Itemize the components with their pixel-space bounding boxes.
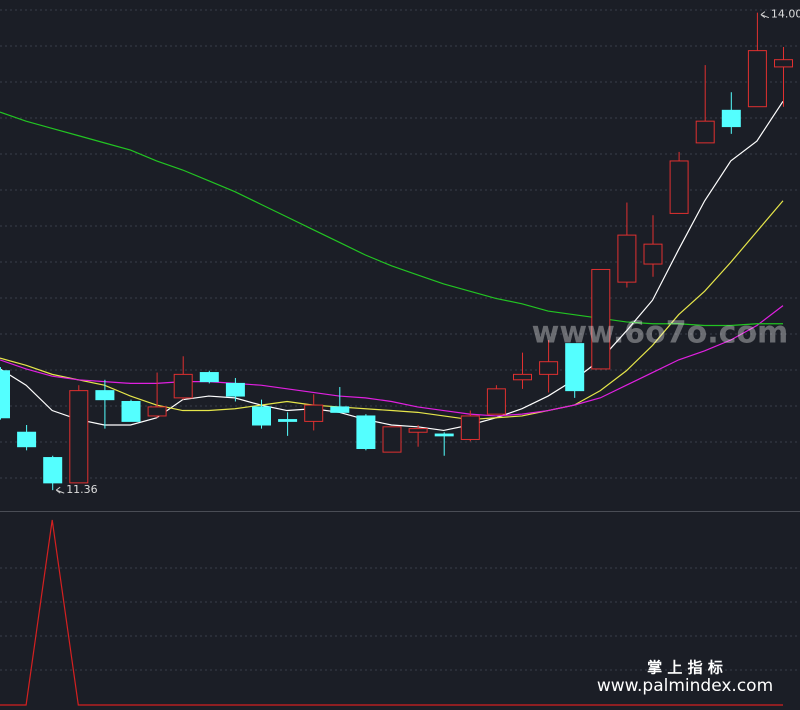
candle-body [486, 388, 506, 415]
candle-body [95, 390, 115, 401]
candle-body [643, 243, 663, 265]
candle-body [460, 415, 480, 440]
moving-average [0, 305, 784, 417]
candle-body [330, 406, 350, 413]
candle-body [43, 457, 63, 484]
candle-body [591, 268, 611, 370]
candle-body [721, 109, 741, 128]
indicator-line [0, 519, 783, 706]
candle-body [278, 419, 298, 422]
moving-average [0, 200, 784, 421]
candle-body [173, 373, 193, 399]
candle-body [356, 415, 376, 450]
candle-body [408, 428, 428, 433]
candle-body [565, 343, 585, 392]
annotation-arrow [760, 11, 770, 19]
plot: 14.00 11.36 [0, 8, 800, 706]
candle-body [774, 59, 793, 68]
candle-body [252, 406, 271, 426]
candle-body [539, 361, 559, 375]
candle-body [69, 390, 89, 484]
brand: 掌 上 指 标 [647, 659, 723, 677]
annotation-arrow [55, 486, 65, 494]
candle-body [225, 382, 245, 397]
candle-body [382, 426, 402, 453]
candle-body [513, 373, 532, 381]
candle-body [434, 433, 454, 437]
candle-body [747, 50, 767, 108]
price-label: 14.00 [771, 8, 800, 21]
candle-body [695, 120, 715, 144]
grid [0, 9, 800, 671]
candle-body [147, 406, 167, 417]
candle-body [669, 160, 689, 214]
candle-body [199, 372, 219, 383]
moving-average [0, 100, 784, 432]
price-label: 11.36 [66, 483, 98, 496]
candle-body [121, 400, 141, 422]
candle-body [17, 431, 37, 448]
moving-average [0, 111, 783, 327]
brand-url: www.palmindex.com [597, 676, 773, 696]
candle-body [0, 370, 10, 419]
candle-body [304, 404, 324, 422]
candle-body [617, 234, 637, 283]
watermark: www.6o7o.com [532, 316, 789, 351]
